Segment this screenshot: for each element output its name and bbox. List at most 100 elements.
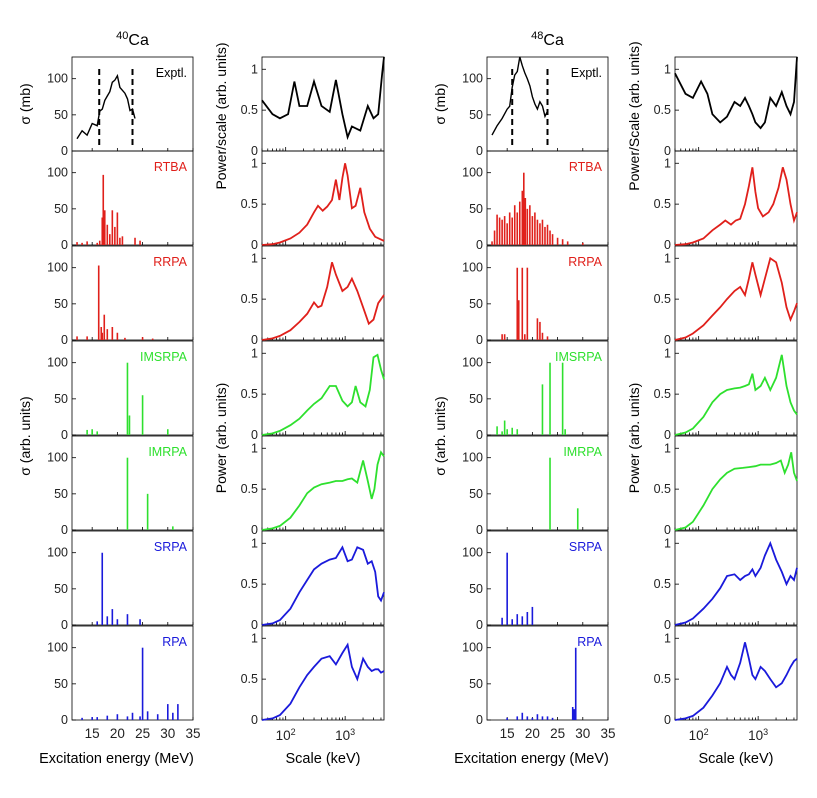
expt-spectrum-line: [76, 73, 136, 140]
y-tick-label: 100: [462, 72, 483, 86]
y-tick-label: 0.5: [241, 672, 258, 686]
y-tick-label: 0: [476, 144, 483, 158]
nucleus-symbol: Ca: [128, 32, 149, 49]
spectrum-panel-48Ca-IMSRPA: 0 50 100 IMSRPA: [462, 340, 609, 442]
y-tick-label: 0.5: [241, 577, 258, 591]
y-tick-label: 0.5: [654, 292, 671, 306]
wavelet-power-line: [674, 452, 798, 531]
tick-base: 10: [335, 728, 350, 743]
y-tick-label: 100: [462, 166, 483, 180]
axes-frame: [71, 245, 194, 341]
y-tick-label: 100: [462, 451, 483, 465]
y-tick-label: 0: [251, 428, 258, 442]
model-label: RPA: [577, 635, 602, 649]
spectrum-panel-48Ca-RPA: 0 50 100 RPA: [462, 625, 609, 727]
x-tick-label: 103: [335, 727, 355, 743]
axes-frame: [71, 340, 194, 436]
x-tick-label: 102: [276, 727, 296, 743]
spectrum-panel-48Ca-Exptl.: 0 50 100 Exptl.: [462, 56, 609, 158]
y-tick-label: 100: [47, 641, 68, 655]
y-tick-label: 0: [251, 144, 258, 158]
tick-base: 10: [689, 728, 704, 743]
y-tick-label: 1: [664, 441, 671, 455]
y-tick-label: 100: [462, 546, 483, 560]
y-tick-label: 0: [476, 333, 483, 347]
expt-spectrum-line: [491, 56, 549, 136]
spectrum-panel-40Ca-RTBA: 0 50 100 RTBA: [47, 150, 194, 252]
axes-frame: [486, 435, 609, 531]
spectrum-y-label-mid: σ (arb. units): [17, 396, 33, 475]
x-tick-label: 30: [575, 726, 590, 741]
axes-frame: [261, 340, 385, 436]
y-tick-label: 0.5: [241, 197, 258, 211]
x-tick-label: 20: [525, 726, 540, 741]
model-label: Exptl.: [571, 66, 602, 80]
wavelet-panel-48Ca-IMSRPA: 00.51: [654, 340, 798, 442]
wavelet-power-line: [261, 163, 385, 246]
axes-frame: [674, 150, 798, 246]
y-tick-label: 0: [476, 238, 483, 252]
wavelet-power-line: [674, 256, 798, 341]
y-tick-label: 0: [61, 144, 68, 158]
y-tick-label: 50: [54, 677, 68, 691]
y-tick-label: 1: [664, 156, 671, 170]
y-tick-label: 50: [54, 202, 68, 216]
y-tick-label: 0.5: [241, 103, 258, 117]
wavelet-panel-40Ca-RTBA: 00.51: [241, 150, 385, 252]
x-tick-label: 102: [689, 727, 709, 743]
model-label: SRPA: [569, 540, 603, 554]
wavelet-power-line: [261, 262, 385, 341]
nucleus-title-1: 48Ca: [531, 30, 564, 49]
wavelet-panel-40Ca-SRPA: 00.51: [241, 530, 385, 632]
axes-frame: [261, 245, 385, 341]
y-tick-label: 0.5: [654, 672, 671, 686]
axes-frame: [486, 530, 609, 626]
nucleus-symbol: Ca: [543, 32, 564, 49]
model-label: Exptl.: [156, 66, 187, 80]
wavelet-power-line: [674, 540, 798, 626]
y-tick-label: 0: [664, 144, 671, 158]
y-tick-label: 50: [54, 108, 68, 122]
tick-exponent: 3: [763, 727, 768, 737]
y-tick-label: 0.5: [654, 387, 671, 401]
axes-frame: [674, 625, 798, 721]
y-tick-label: 100: [462, 356, 483, 370]
y-tick-label: 0: [476, 428, 483, 442]
axes-frame: [261, 56, 385, 152]
wavelet-power-line: [261, 450, 385, 531]
wavelet-power-line: [261, 56, 385, 141]
spectrum-panel-48Ca-SRPA: 0 50 100 SRPA: [462, 530, 609, 632]
axes-frame: [674, 340, 798, 436]
tick-exponent: 2: [704, 727, 709, 737]
y-tick-label: 0: [476, 713, 483, 727]
y-tick-label: 0: [664, 333, 671, 347]
model-label: SRPA: [154, 540, 188, 554]
x-tick-label: 15: [500, 726, 515, 741]
axes-frame: [261, 435, 385, 531]
x-axis-label: Excitation energy (MeV): [454, 751, 609, 767]
y-tick-label: 50: [469, 202, 483, 216]
y-tick-label: 1: [251, 346, 258, 360]
y-tick-label: 0: [61, 523, 68, 537]
y-tick-label: 50: [54, 487, 68, 501]
y-tick-label: 100: [462, 641, 483, 655]
y-tick-label: 1: [251, 62, 258, 76]
y-tick-label: 100: [47, 546, 68, 560]
nucleus-mass: 40: [116, 30, 128, 42]
spectrum-panel-40Ca-IMRPA: 0 50 100 IMRPA: [47, 435, 194, 537]
y-tick-label: 1: [664, 631, 671, 645]
spectrum-y-label-mid: σ (arb. units): [432, 396, 448, 475]
wavelet-panel-48Ca-RPA: 00.51: [654, 625, 798, 727]
axes-frame: [674, 530, 798, 626]
y-tick-label: 50: [54, 297, 68, 311]
y-tick-label: 50: [469, 108, 483, 122]
wavelet-panel-48Ca-RTBA: 00.51: [654, 150, 798, 252]
y-tick-label: 0: [61, 713, 68, 727]
x-axis-label: Excitation energy (MeV): [39, 751, 194, 767]
x-tick-label: 103: [748, 727, 768, 743]
x-tick-label: 15: [85, 726, 100, 741]
x-tick-label: 20: [110, 726, 125, 741]
x-tick-label: 25: [135, 726, 150, 741]
model-label: RPA: [162, 635, 187, 649]
wavelet-power-line: [674, 167, 798, 246]
